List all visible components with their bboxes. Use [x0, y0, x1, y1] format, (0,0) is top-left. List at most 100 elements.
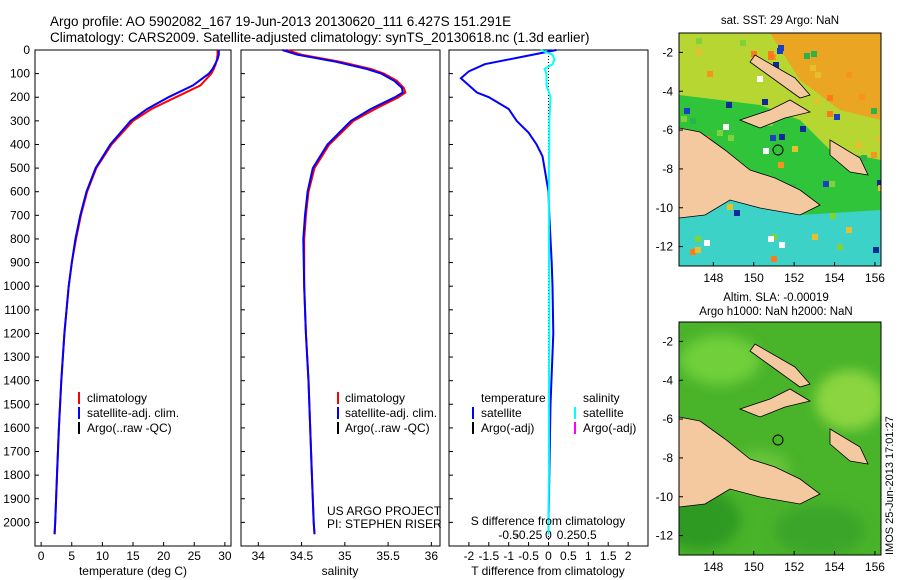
s-difference-xlabel: S difference from climatology [471, 514, 626, 528]
temperature-axes-box [34, 49, 232, 547]
depth-tick-label: 1000 [3, 279, 30, 293]
t-difference-tick-label: 0.5 [560, 549, 577, 563]
sla-blob [815, 370, 881, 430]
lon-tick-label: 148 [703, 560, 723, 574]
legend-satellite-label: satellite-adj. clim. [87, 406, 179, 420]
salinity-panel: 34 34.5 35 35.5 36 salinity climatology sate… [240, 49, 442, 578]
sst-pixel [846, 72, 852, 78]
sst-pixel [751, 51, 757, 57]
sst-pixel [878, 185, 881, 191]
temperature-legend: climatology satellite-adj. clim. Argo(..… [78, 391, 179, 435]
s-difference-tick-label: 0.25 [557, 528, 581, 542]
lat-tick-label: -6 [662, 123, 673, 137]
temperature-climatology-line [53, 50, 219, 535]
temperature-panel: 0100200300400500600700800900100011001200… [3, 43, 232, 578]
sst-hot-region [770, 33, 881, 120]
sst-map-frame [678, 32, 882, 267]
salinity-xlabel: salinity [322, 564, 359, 578]
sla-lon-ticks: 148 150 152 154 156 [703, 551, 885, 574]
lat-tick-label: -8 [662, 451, 673, 465]
lon-tick-label: 150 [744, 560, 764, 574]
sst-pixel [779, 134, 785, 140]
legend-s-argo-label: Argo(-adj) [583, 421, 636, 435]
depth-tick-label: 800 [10, 232, 30, 246]
salinity-legend: climatology satellite-adj. clim. Argo(..… [337, 391, 437, 435]
sst-pixel [800, 126, 806, 132]
temperature-satellite-line [53, 50, 220, 535]
t-difference-tick-label: 2 [625, 549, 632, 563]
salinity-tick-label: 36 [425, 549, 439, 563]
t-difference-tick-label: -1.5 [478, 549, 499, 563]
sla-map: Altim. SLA: -0.00019 Argo h1000: NaN h20… [656, 292, 886, 574]
sst-pixel [727, 204, 733, 210]
sst-pixel [777, 48, 783, 54]
sst-pixel [811, 51, 817, 57]
s-difference-tick-label: -0.25 [515, 528, 543, 542]
sst-pixel [773, 62, 779, 68]
temperature-tick-label: 0 [38, 549, 45, 563]
legend-salinity-title: salinity [583, 391, 620, 405]
imos-timestamp: IMOS 25-Jun-2013 17:01:27 [884, 416, 896, 555]
sst-pixel [827, 111, 833, 117]
sst-pixel [690, 249, 696, 255]
depth-tick-label: 600 [10, 185, 30, 199]
legend-climatology-label: climatology [345, 391, 405, 405]
depth-tick-label: 300 [10, 114, 30, 128]
temperature-tick-label: 20 [157, 549, 171, 563]
sst-pixel [861, 155, 867, 161]
depth-tick-label: 1800 [3, 468, 30, 482]
depth-tick-label: 1100 [4, 303, 30, 317]
sst-pixel [770, 135, 776, 141]
sla-blob [680, 335, 760, 385]
salinity-tick-label: 35.5 [376, 549, 400, 563]
sst-map-title: sat. SST: 29 Argo: NaN [721, 15, 839, 27]
sst-pixel [778, 162, 784, 168]
lon-tick-label: 152 [784, 560, 804, 574]
sst-map: sat. SST: 29 Argo: NaN -2 -4 -6 -8 -10 -12 14… [656, 15, 886, 285]
sst-pixel [810, 65, 816, 71]
lat-tick-label: -8 [662, 162, 673, 176]
t-difference-xlabel: T difference from climatology [471, 564, 625, 578]
sst-pixel [690, 118, 696, 124]
sst-pixel [859, 94, 865, 100]
depth-tick-label: 700 [10, 208, 30, 222]
sst-pixel [763, 148, 769, 154]
sst-pixel [873, 247, 879, 253]
sst-pixel-noise [681, 38, 881, 262]
legend-argo-label: Argo(..raw -QC) [87, 421, 172, 435]
t-difference-tick-label: 0 [545, 549, 552, 563]
s-difference-tick-label: 0 [545, 528, 552, 542]
lon-tick-label: 154 [825, 271, 845, 285]
new-guinea-landmass [679, 127, 821, 219]
temperature-series [53, 50, 220, 535]
difference-legend: temperature satellite Argo(-adj) salinit… [472, 391, 636, 435]
sst-pixel [696, 49, 702, 55]
sla-blob [775, 505, 865, 555]
s-difference-ticks: -0.5-0.25 0 0.25 0.5 [498, 528, 597, 542]
salinity-tick-label: 34.5 [290, 549, 314, 563]
sst-pixel [792, 146, 798, 152]
depth-tick-label: 1200 [3, 326, 30, 340]
s-difference-tick-label: 0.5 [580, 528, 597, 542]
t-difference-tick-label: -2 [464, 549, 475, 563]
lat-tick-label: -2 [662, 45, 673, 59]
sst-lat-ticks: -2 -4 -6 -8 -10 -12 [656, 45, 683, 254]
sla-land [679, 343, 869, 508]
sst-pixel [823, 181, 829, 187]
sla-map-title2: Argo h1000: NaN h2000: NaN [699, 306, 852, 318]
t-difference-tick-label: -0.5 [518, 549, 539, 563]
lon-tick-label: 152 [784, 271, 804, 285]
sst-pixel [856, 142, 862, 148]
sst-pixel [830, 213, 836, 219]
sst-pixel [717, 130, 723, 136]
lat-tick-label: -4 [662, 84, 673, 98]
depth-tick-label: 1700 [3, 445, 30, 459]
sst-pixel [871, 152, 877, 158]
temperature-tick-label: 10 [96, 549, 110, 563]
t-difference-tick-label: 1 [585, 549, 592, 563]
depth-tick-label: 1400 [3, 374, 30, 388]
depth-tick-label: 500 [10, 161, 30, 175]
temperature-tick-label: 30 [218, 549, 232, 563]
sst-pixel [734, 210, 740, 216]
depth-tick-label: 400 [10, 137, 30, 151]
